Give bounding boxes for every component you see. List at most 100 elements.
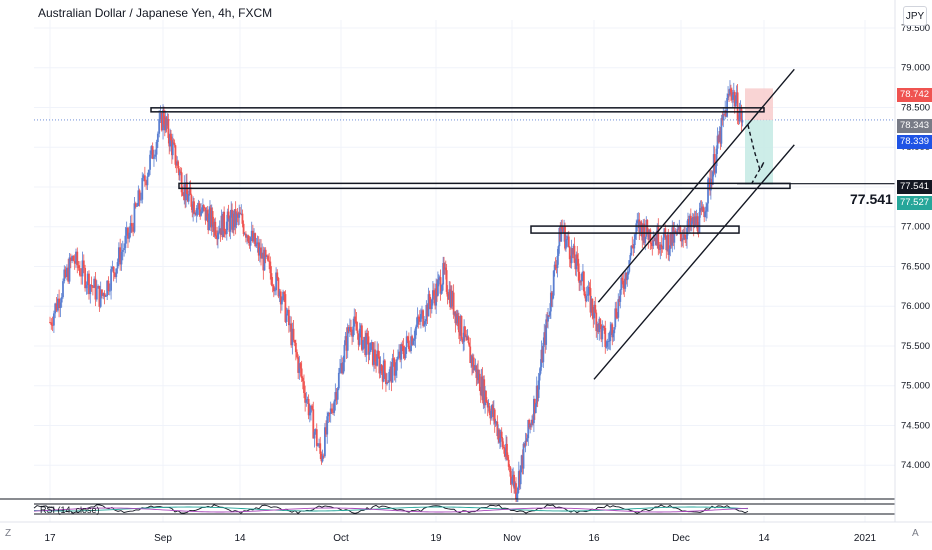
candle-body: [201, 211, 203, 213]
channel-upper: [597, 68, 795, 303]
candle-body: [664, 228, 667, 237]
candle-body: [714, 165, 717, 173]
candle-body: [306, 399, 309, 400]
candle-body: [281, 300, 283, 305]
candle-body: [367, 336, 370, 355]
candle-body: [133, 203, 136, 232]
candle-body: [600, 324, 603, 340]
candle-body: [72, 256, 75, 261]
candle-body: [245, 233, 247, 238]
candle-body: [261, 252, 264, 259]
candle-body: [699, 208, 702, 213]
candle-body: [110, 269, 112, 291]
timezone-button[interactable]: Z: [5, 528, 12, 539]
candle-body: [440, 291, 443, 294]
candle-body: [661, 247, 664, 250]
candle-body: [155, 142, 158, 155]
candle-body: [238, 212, 241, 218]
auto-scale-button[interactable]: A: [912, 528, 919, 539]
currency-button[interactable]: JPY: [903, 6, 927, 26]
x-tick-label: 16: [588, 533, 600, 544]
candle-body: [223, 211, 226, 232]
candle-body: [411, 336, 414, 345]
candle-body: [695, 216, 698, 225]
candle-body: [422, 310, 424, 326]
candle-body: [383, 360, 386, 374]
y-tick-label: 79.000: [901, 63, 930, 74]
candle-body: [158, 119, 161, 134]
candle-body: [506, 443, 508, 458]
candle-body: [409, 348, 411, 352]
candle-body: [555, 267, 558, 269]
candle-body: [311, 405, 314, 410]
candle-body: [243, 233, 246, 235]
candle-body: [441, 284, 444, 292]
candle-body: [478, 373, 481, 391]
candle-body: [140, 199, 142, 201]
candle-body: [117, 247, 120, 263]
candle-body: [196, 207, 199, 209]
candle-body: [550, 292, 553, 300]
candle-body: [430, 299, 433, 310]
candle-body: [366, 333, 369, 337]
candle-body: [272, 285, 275, 292]
candle-body: [684, 234, 687, 238]
candle-body: [514, 483, 516, 489]
candle-body: [314, 429, 317, 432]
candle-body: [293, 340, 296, 343]
candle-body: [78, 268, 81, 276]
candle-body: [730, 92, 733, 100]
candle-body: [676, 228, 679, 235]
candle-body: [285, 313, 288, 322]
candle-body: [635, 223, 638, 235]
candle-body: [588, 287, 591, 289]
candle-body: [446, 291, 449, 297]
candle-body: [672, 227, 675, 243]
rsi-label: RSI (14, close): [40, 505, 100, 515]
candle-body: [195, 208, 198, 215]
candle-body: [649, 229, 652, 243]
candle-body: [407, 340, 410, 349]
candle-body: [520, 455, 523, 466]
candle-body: [369, 342, 372, 352]
candle-body: [361, 325, 363, 350]
candle-body: [608, 341, 611, 342]
candle-body: [651, 243, 654, 247]
candle-body: [208, 213, 210, 231]
candle-body: [572, 245, 575, 255]
candle-body: [346, 327, 349, 351]
candle-body: [631, 245, 634, 248]
candle-body: [612, 333, 615, 338]
x-tick-label: 14: [234, 533, 246, 544]
candle-body: [511, 478, 514, 484]
candle-body: [101, 289, 103, 296]
x-tick-label: 19: [430, 533, 442, 544]
candle-body: [613, 327, 616, 334]
candle-body: [546, 319, 548, 322]
candle-body: [485, 390, 487, 403]
candle-body: [415, 324, 418, 329]
x-tick-label: 14: [758, 533, 770, 544]
candle-body: [594, 304, 597, 313]
candle-body: [134, 203, 137, 207]
candle-body: [51, 324, 54, 326]
candle-body: [352, 326, 355, 337]
candle-body: [737, 119, 740, 122]
candle-body: [565, 239, 567, 249]
candle-body: [59, 302, 62, 308]
candle-body: [711, 171, 714, 185]
candle-body: [402, 345, 405, 355]
candle-body: [217, 232, 219, 240]
candle-body: [457, 316, 460, 333]
candle-body: [291, 328, 294, 346]
candle-body: [429, 303, 432, 310]
candle-body: [678, 226, 681, 230]
candle-body: [121, 249, 124, 252]
candle-body: [506, 457, 509, 460]
candle-body: [189, 187, 192, 195]
candle-body: [671, 227, 674, 246]
candle-body: [129, 223, 132, 233]
candle-body: [592, 312, 595, 319]
candle-body: [225, 233, 227, 235]
